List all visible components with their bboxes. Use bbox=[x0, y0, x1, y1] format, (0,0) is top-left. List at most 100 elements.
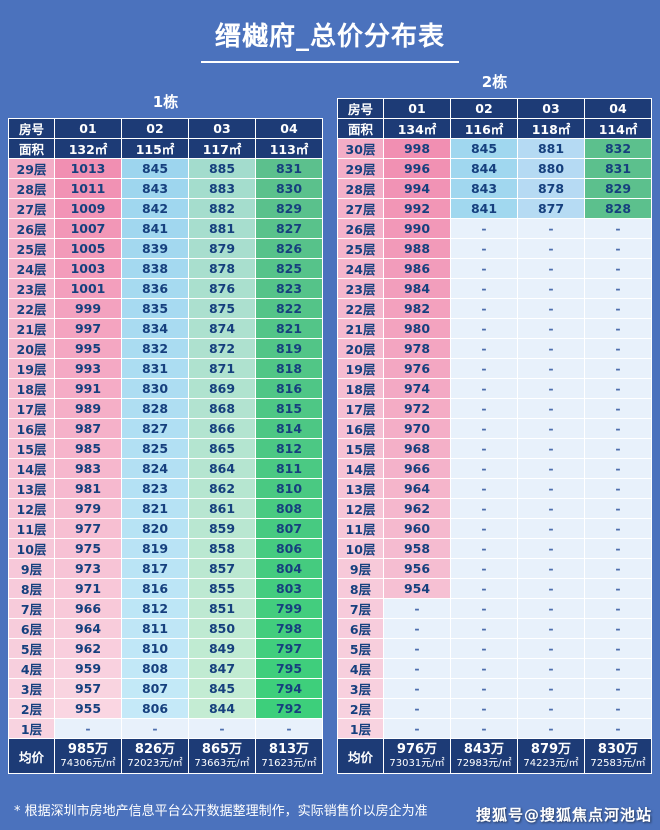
price-cell: 825 bbox=[121, 438, 189, 459]
price-cell: 968 bbox=[383, 438, 451, 459]
price-cell: 879 bbox=[188, 238, 256, 259]
price-cell: 807 bbox=[121, 678, 189, 699]
avg-total-price: 976万 bbox=[396, 741, 438, 757]
price-cell: 954 bbox=[383, 578, 451, 599]
price-cell: 824 bbox=[121, 458, 189, 479]
floor-label: 18层 bbox=[8, 378, 55, 399]
building-1-table: 房号 01 02 03 04 面积 132㎡ 115㎡ 117㎡ 113㎡ 29层 1013 845 88… bbox=[8, 118, 323, 774]
price-cell: 811 bbox=[121, 618, 189, 639]
price-cell: 955 bbox=[54, 698, 122, 719]
price-cell: 987 bbox=[54, 418, 122, 439]
price-cell: 803 bbox=[255, 578, 323, 599]
price-cell: 959 bbox=[54, 658, 122, 679]
avg-unit-price: 72023元/㎡ bbox=[127, 758, 183, 770]
area-header-label: 面积 bbox=[8, 138, 55, 159]
price-cell: 806 bbox=[121, 698, 189, 719]
price-cell: 851 bbox=[188, 598, 256, 619]
price-cell: 816 bbox=[255, 378, 323, 399]
price-cell: 831 bbox=[255, 158, 323, 179]
price-cell: 977 bbox=[54, 518, 122, 539]
floor-label: 3层 bbox=[337, 678, 384, 699]
price-cell: - bbox=[517, 518, 585, 539]
floor-label: 21层 bbox=[8, 318, 55, 339]
room-number-header: 04 bbox=[584, 98, 652, 119]
price-cell: - bbox=[383, 638, 451, 659]
floor-label: 7层 bbox=[8, 598, 55, 619]
price-cell: - bbox=[584, 458, 652, 479]
price-cell: 811 bbox=[255, 458, 323, 479]
price-cell: 988 bbox=[383, 238, 451, 259]
price-cell: - bbox=[517, 618, 585, 639]
price-cell: 1007 bbox=[54, 218, 122, 239]
price-cell: 827 bbox=[255, 218, 323, 239]
avg-unit-price: 74223元/㎡ bbox=[523, 758, 579, 770]
price-cell: 966 bbox=[54, 598, 122, 619]
price-cell: 792 bbox=[255, 698, 323, 719]
price-cell: 859 bbox=[188, 518, 256, 539]
area-value-header: 115㎡ bbox=[121, 138, 189, 159]
floor-label: 11层 bbox=[8, 518, 55, 539]
price-cell: - bbox=[584, 278, 652, 299]
floor-label: 11层 bbox=[337, 518, 384, 539]
floor-label: 23层 bbox=[337, 278, 384, 299]
price-cell: 804 bbox=[255, 558, 323, 579]
price-cell: 878 bbox=[188, 258, 256, 279]
price-cell: - bbox=[450, 678, 518, 699]
price-cell: - bbox=[450, 658, 518, 679]
price-cell: - bbox=[450, 558, 518, 579]
floor-label: 16层 bbox=[337, 418, 384, 439]
price-cell: 983 bbox=[54, 458, 122, 479]
price-cell: 845 bbox=[450, 138, 518, 159]
price-cell: - bbox=[450, 218, 518, 239]
price-cell: - bbox=[450, 498, 518, 519]
price-cell: 872 bbox=[188, 338, 256, 359]
price-cell: - bbox=[188, 718, 256, 739]
price-cell: 817 bbox=[121, 558, 189, 579]
floor-label: 1层 bbox=[8, 718, 55, 739]
price-cell: - bbox=[584, 218, 652, 239]
floor-label: 12层 bbox=[8, 498, 55, 519]
floor-label: 26层 bbox=[8, 218, 55, 239]
price-cell: 962 bbox=[383, 498, 451, 519]
price-cell: 829 bbox=[255, 198, 323, 219]
price-cell: 982 bbox=[383, 298, 451, 319]
price-cell: 881 bbox=[188, 218, 256, 239]
price-cell: 832 bbox=[121, 338, 189, 359]
price-cell: 1013 bbox=[54, 158, 122, 179]
price-cell: 819 bbox=[121, 538, 189, 559]
price-cell: 826 bbox=[255, 238, 323, 259]
price-cell: - bbox=[584, 338, 652, 359]
price-cell: - bbox=[450, 258, 518, 279]
price-cell: 857 bbox=[188, 558, 256, 579]
area-value-header: 114㎡ bbox=[584, 118, 652, 139]
price-cell: 797 bbox=[255, 638, 323, 659]
price-cell: - bbox=[584, 378, 652, 399]
avg-unit-price: 72983元/㎡ bbox=[456, 758, 512, 770]
footnote-color-legend: * 价格梯度分布用不同颜色表示，颜色越红越贵，越绿越便宜 bbox=[14, 825, 660, 830]
price-cell: - bbox=[584, 538, 652, 559]
floor-label: 2层 bbox=[8, 698, 55, 719]
price-cell: 823 bbox=[255, 278, 323, 299]
price-cell: 835 bbox=[121, 298, 189, 319]
price-cell: 831 bbox=[121, 358, 189, 379]
price-cell: 850 bbox=[188, 618, 256, 639]
avg-unit-price: 71623元/㎡ bbox=[261, 758, 317, 770]
price-cell: 993 bbox=[54, 358, 122, 379]
price-cell: 864 bbox=[188, 458, 256, 479]
price-cell: - bbox=[517, 658, 585, 679]
price-cell: 975 bbox=[54, 538, 122, 559]
floor-label: 22层 bbox=[337, 298, 384, 319]
floor-label: 13层 bbox=[8, 478, 55, 499]
price-cell: 992 bbox=[383, 198, 451, 219]
price-cell: 832 bbox=[584, 138, 652, 159]
price-cell: 842 bbox=[121, 198, 189, 219]
floor-label: 15层 bbox=[337, 438, 384, 459]
price-cell: - bbox=[584, 398, 652, 419]
floor-label: 19层 bbox=[8, 358, 55, 379]
floor-label: 15层 bbox=[8, 438, 55, 459]
price-cell: 875 bbox=[188, 298, 256, 319]
room-header-label: 房号 bbox=[337, 98, 384, 119]
area-value-header: 118㎡ bbox=[517, 118, 585, 139]
price-cell: 841 bbox=[450, 198, 518, 219]
price-cell: 825 bbox=[255, 258, 323, 279]
